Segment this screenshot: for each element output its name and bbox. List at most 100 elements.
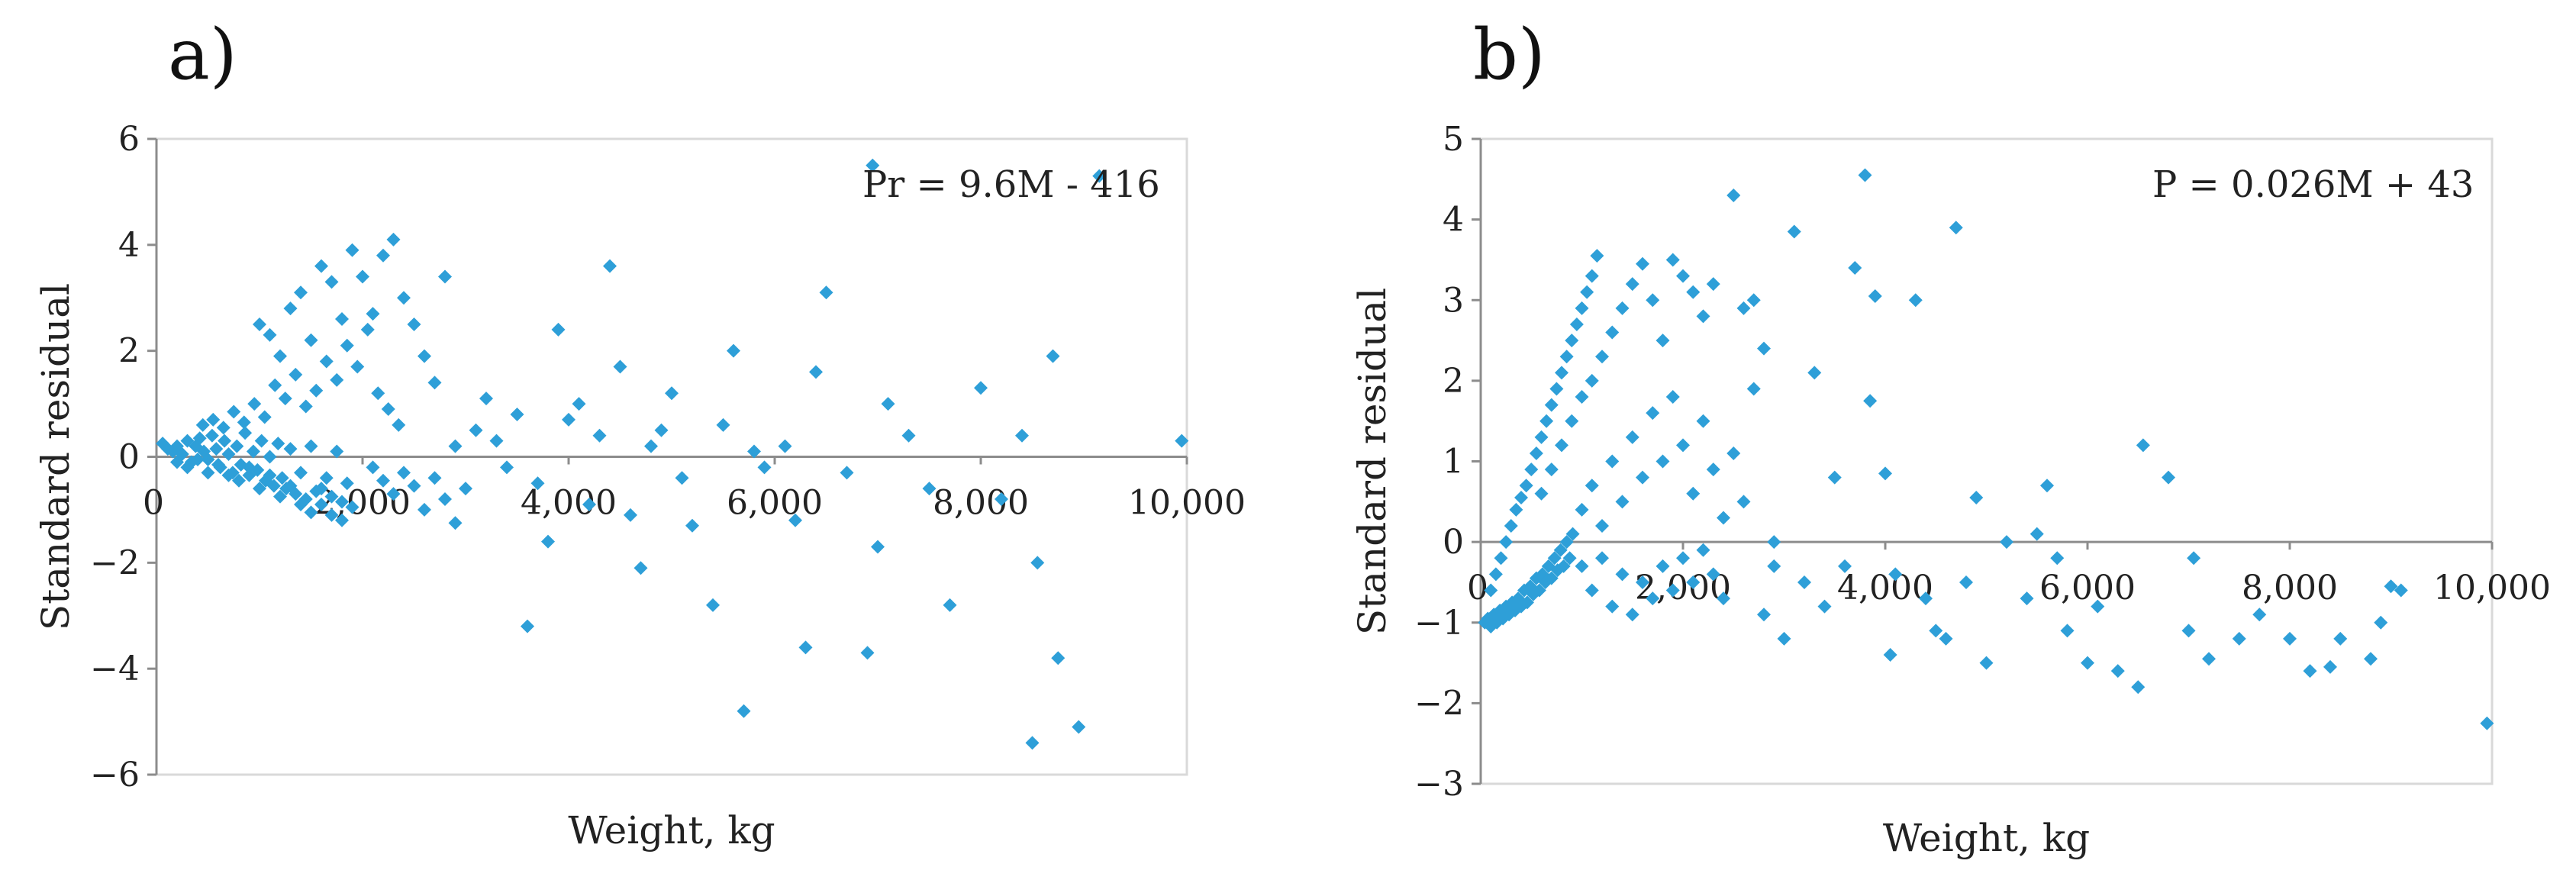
chart-a-data-point xyxy=(1092,169,1107,183)
chart-b-data-point xyxy=(1746,382,1761,396)
chart-b-data-point xyxy=(1939,631,1953,646)
chart-a-data-point xyxy=(798,640,813,655)
chart-a-data-point xyxy=(747,444,761,459)
chart-b-data-point xyxy=(2202,652,2216,666)
chart-b-x-tick-label: 0 xyxy=(1467,569,1488,608)
chart-b-data-point xyxy=(1484,583,1498,598)
chart-a-points xyxy=(156,158,1189,750)
chart-b-data-point xyxy=(1555,366,1568,380)
chart-b-data-point xyxy=(1615,301,1630,315)
chart-a-data-point xyxy=(376,248,390,263)
chart-b-data-point xyxy=(1706,567,1720,582)
chart-b-data-point xyxy=(2232,631,2246,646)
chart-a-data-point xyxy=(304,505,318,520)
chart-b-data-point xyxy=(1979,656,1994,670)
chart-a-data-point xyxy=(218,433,232,448)
chart-b-data-point xyxy=(1553,543,1568,557)
chart-b-y-tick-label: 2 xyxy=(1443,362,1464,401)
chart-a-data-point xyxy=(254,433,269,448)
chart-a-data-point xyxy=(268,378,282,392)
chart-a-data-point xyxy=(211,457,225,472)
chart-b-data-point xyxy=(1863,394,1878,408)
chart-a-data-point xyxy=(242,460,256,475)
chart-a-data-point xyxy=(582,497,596,511)
chart-b-data-point xyxy=(2283,631,2297,646)
chart-a-data-point xyxy=(340,476,354,491)
chart-b-data-point xyxy=(1757,608,1771,622)
chart-a-data-point xyxy=(459,482,472,496)
chart-a-data-point xyxy=(232,473,246,488)
chart-b-data-point xyxy=(1547,551,1562,566)
chart-a-data-point xyxy=(397,291,411,305)
chart-b-data-point xyxy=(2384,579,2398,594)
chart-a-x-tick-label: 10,000 xyxy=(1128,484,1246,523)
chart-a-data-point xyxy=(314,259,328,273)
chart-b-data-point xyxy=(1544,398,1559,412)
chart-b-data-point xyxy=(1746,293,1761,308)
chart-a-data-point xyxy=(324,489,339,504)
chart-a-data-point xyxy=(881,397,895,411)
chart-b-data-point xyxy=(1665,583,1680,598)
chart-b-data-point xyxy=(1605,325,1620,340)
chart-b-y-tick-label: 1 xyxy=(1443,443,1464,482)
chart-b-data-point xyxy=(2480,716,2494,730)
chart-b-x-tick-label: 6,000 xyxy=(2039,569,2136,608)
chart-b-data-point xyxy=(2374,615,2388,630)
chart-a-data-point xyxy=(500,460,514,475)
chart-b-data-point xyxy=(1493,603,1507,617)
chart-a-data-point xyxy=(371,386,385,401)
chart-a-y-tick-label: 4 xyxy=(118,226,140,265)
chart-b-data-point xyxy=(1625,430,1639,444)
chart-b-data-point xyxy=(1908,293,1923,308)
chart-a-data-point xyxy=(407,479,421,493)
chart-b-data-point xyxy=(1817,599,1832,614)
chart-a-data-point xyxy=(685,518,699,533)
chart-b-data-point xyxy=(1524,463,1539,477)
chart-a-data-point xyxy=(330,372,344,387)
chart-b-data-point xyxy=(1757,341,1771,356)
chart-b-data-point xyxy=(1959,575,1973,589)
chart-a-data-point xyxy=(192,431,207,446)
chart-a-data-point xyxy=(309,383,324,398)
chart-b-data-point xyxy=(1565,527,1580,541)
chart-a-x-tick-label: 4,000 xyxy=(521,484,617,523)
chart-a-data-point xyxy=(819,285,833,300)
chart-a-data-point xyxy=(654,423,669,437)
chart-b-data-point xyxy=(1585,583,1599,598)
chart-b-data-point xyxy=(1481,611,1495,626)
chart-a-data-point xyxy=(479,392,493,406)
chart-b-data-point xyxy=(1520,595,1534,610)
chart-a-data-point xyxy=(572,397,586,411)
chart-a-data-point xyxy=(418,349,431,363)
chart-a-data-point xyxy=(324,508,339,522)
chart-b-data-point xyxy=(1858,168,1872,182)
chart-a-data-point xyxy=(263,468,277,482)
chart-a-data-point xyxy=(257,410,272,424)
chart-b-data-point xyxy=(1615,495,1630,509)
chart-b-y-tick-label: −1 xyxy=(1414,604,1464,643)
chart-b-data-point xyxy=(2110,664,2125,678)
chart-b-data-point xyxy=(1767,559,1781,573)
chart-a-data-point xyxy=(727,343,740,358)
chart-a-data-point xyxy=(613,359,627,374)
chart-b-data-point xyxy=(1526,587,1540,601)
chart-b-data-point xyxy=(2030,527,2044,541)
chart-b-data-point xyxy=(1496,611,1510,626)
chart-b-data-point xyxy=(1777,631,1791,646)
chart-b-y-tick-label: −3 xyxy=(1414,765,1464,804)
chart-b-data-point xyxy=(1478,615,1492,630)
chart-a-data-point xyxy=(345,243,359,257)
chart-a-data-point xyxy=(510,407,524,421)
chart-b-equation: P = 0.026M + 43 xyxy=(2152,163,2474,206)
chart-b-data-point xyxy=(1686,575,1701,589)
chart-a-data-point xyxy=(319,354,334,369)
chart-a-data-point xyxy=(397,466,411,480)
chart-b-data-point xyxy=(1534,430,1549,444)
chart-b-data-point xyxy=(1565,334,1579,348)
chart-b-data-point xyxy=(1797,575,1811,589)
chart-a-x-tick-label: 0 xyxy=(143,484,164,523)
chart-b-data-point xyxy=(1686,285,1701,299)
chart-b-data-point xyxy=(2364,652,2378,666)
chart-a-data-point xyxy=(335,312,349,327)
